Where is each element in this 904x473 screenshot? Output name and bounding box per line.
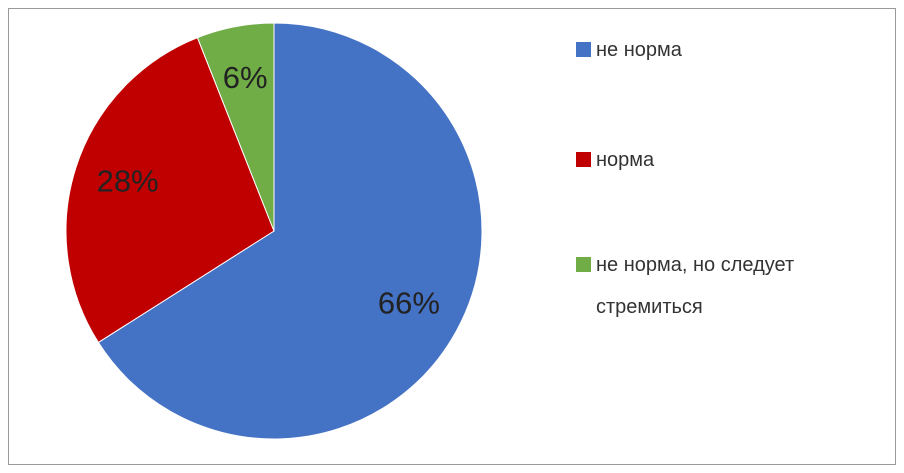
data-label: 66%: [378, 285, 440, 320]
legend-swatch: [576, 152, 591, 167]
pie-slice: [65, 36, 275, 344]
data-label: 6%: [223, 60, 268, 95]
pie-slice: [97, 22, 483, 440]
legend-label: не норма, но следует стремиться: [596, 254, 795, 318]
legend-label: не норма: [596, 39, 682, 61]
legend-label: норма: [596, 149, 655, 171]
legend-entry: норма: [576, 139, 896, 181]
legend-swatch: [576, 42, 591, 57]
data-label: 28%: [97, 164, 159, 199]
legend-swatch: [576, 257, 591, 272]
pie-slice: [196, 22, 275, 232]
legend-entry: не норма, но следует стремиться: [576, 244, 896, 328]
legend-entry: не норма: [576, 29, 896, 71]
